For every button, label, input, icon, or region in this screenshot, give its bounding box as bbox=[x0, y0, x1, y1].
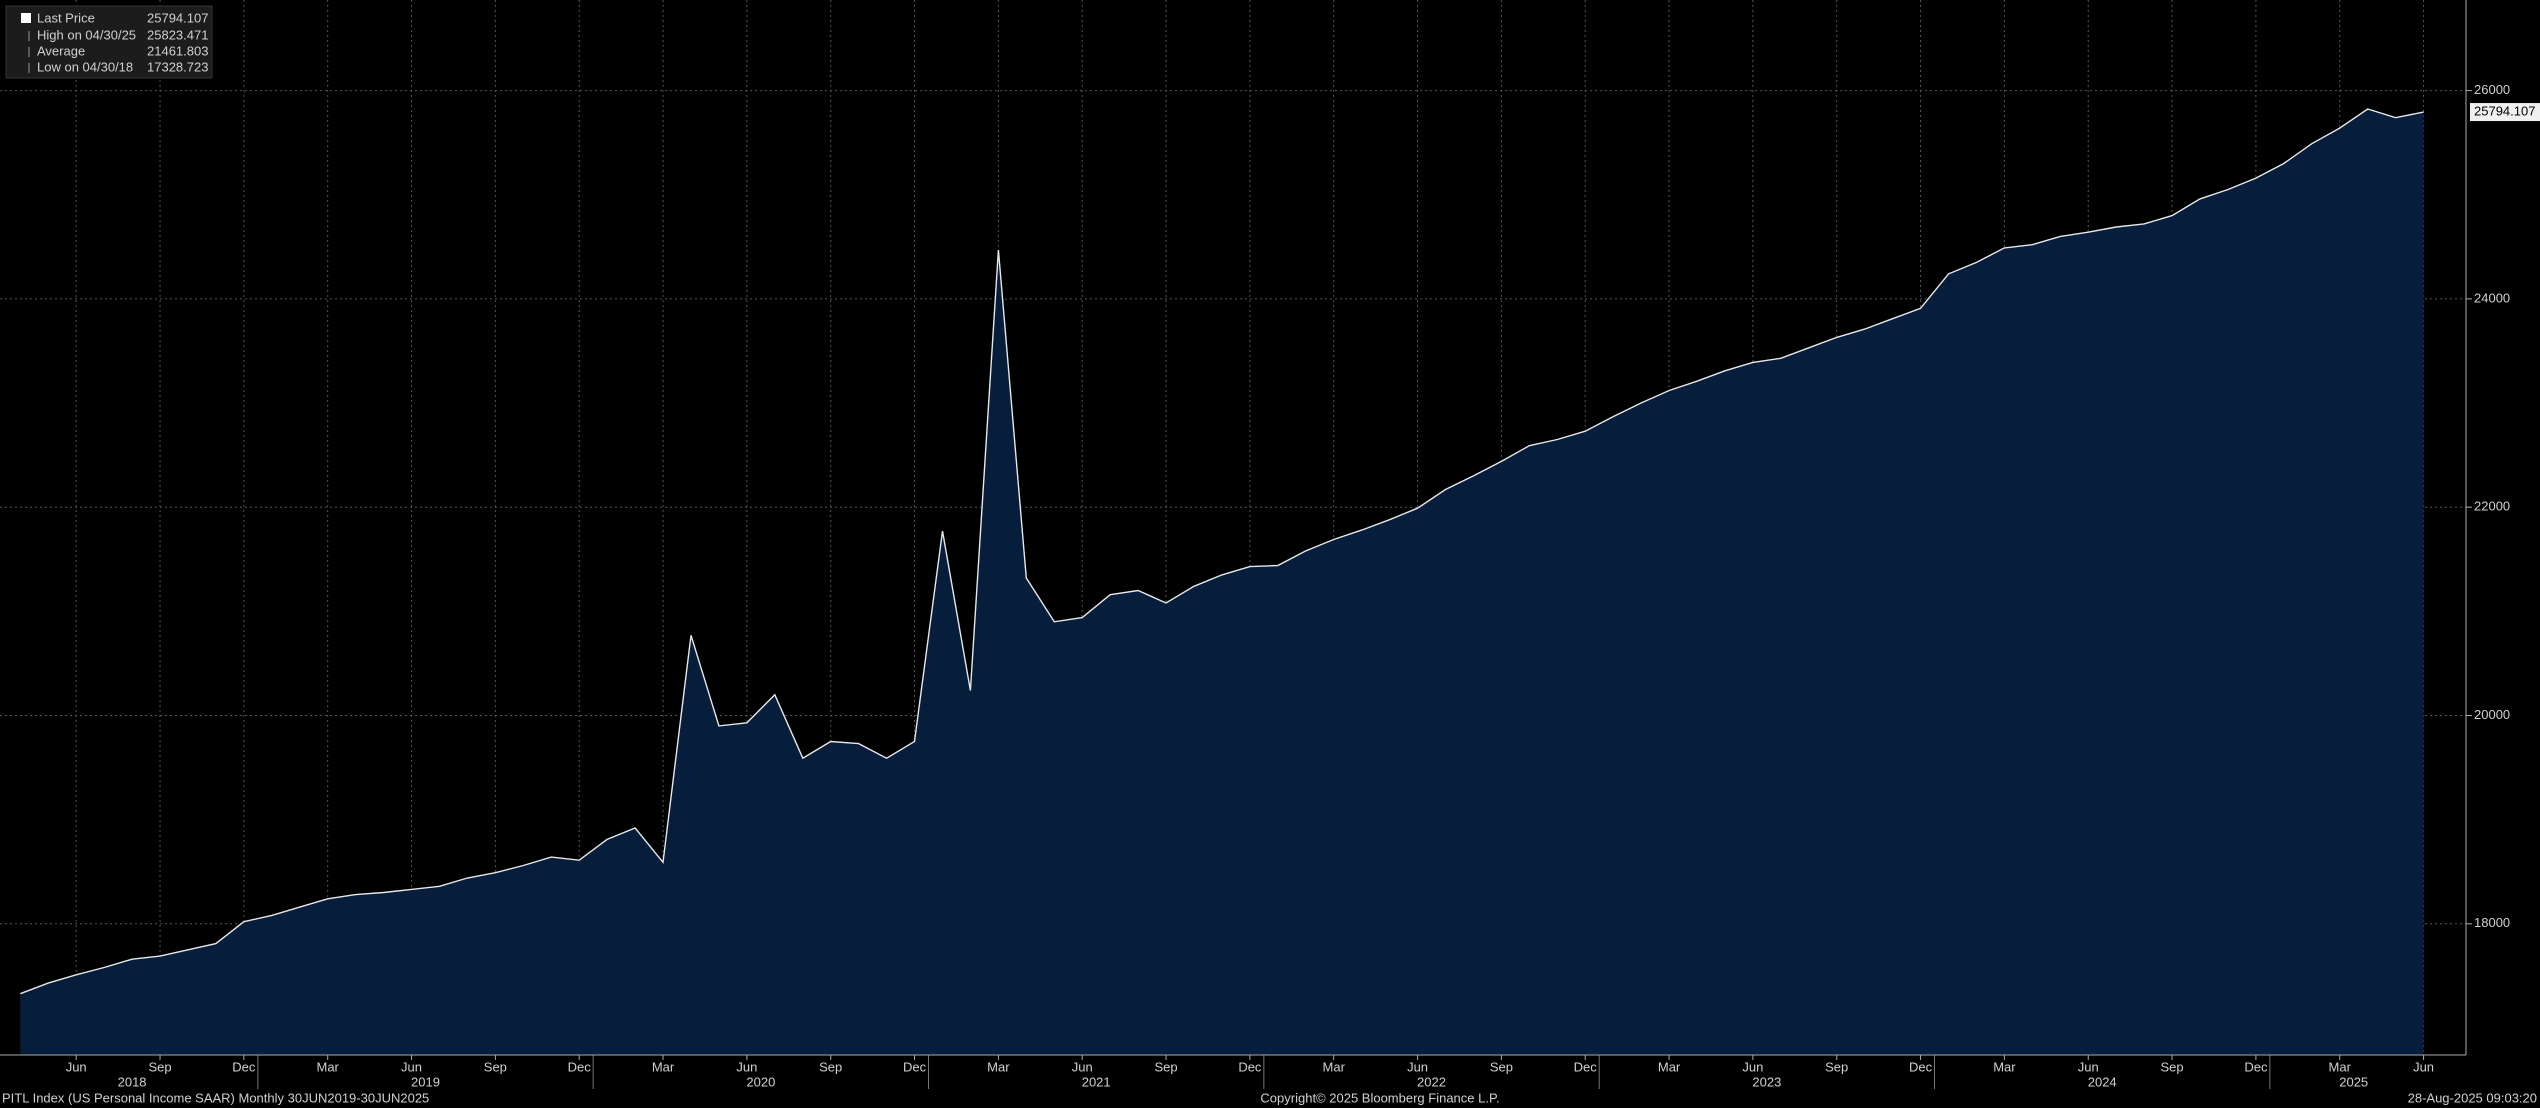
x-tick-label: Mar bbox=[1993, 1059, 2016, 1074]
x-tick-label: Jun bbox=[2413, 1059, 2434, 1074]
legend-value: 25823.471 bbox=[147, 27, 208, 42]
x-tick-label: Sep bbox=[1825, 1059, 1848, 1074]
legend-label: Last Price bbox=[37, 10, 95, 25]
x-tick-label: Jun bbox=[736, 1059, 757, 1074]
legend-label: Low on 04/30/18 bbox=[37, 59, 133, 74]
x-tick-label: Mar bbox=[987, 1059, 1010, 1074]
x-tick-label: Jun bbox=[401, 1059, 422, 1074]
x-tick-label: Dec bbox=[2244, 1059, 2268, 1074]
x-tick-label: Dec bbox=[1574, 1059, 1598, 1074]
x-tick-label: Sep bbox=[2160, 1059, 2183, 1074]
legend-value: 17328.723 bbox=[147, 59, 208, 74]
x-tick-label: Mar bbox=[1323, 1059, 1346, 1074]
x-tick-label: Dec bbox=[1238, 1059, 1262, 1074]
x-tick-label: Sep bbox=[484, 1059, 507, 1074]
footer-right: 28-Aug-2025 09:03:20 bbox=[2408, 1090, 2537, 1105]
y-tick-label: 26000 bbox=[2474, 82, 2510, 97]
legend-value: 21461.803 bbox=[147, 43, 208, 58]
year-label: 2021 bbox=[1082, 1074, 1111, 1089]
legend-box bbox=[5, 5, 213, 79]
x-tick-label: Jun bbox=[1742, 1059, 1763, 1074]
x-tick-label: Sep bbox=[1154, 1059, 1177, 1074]
year-label: 2018 bbox=[118, 1074, 147, 1089]
x-tick-label: Dec bbox=[903, 1059, 927, 1074]
x-tick-label: Sep bbox=[819, 1059, 842, 1074]
x-tick-label: Jun bbox=[1407, 1059, 1428, 1074]
year-label: 2024 bbox=[2088, 1074, 2117, 1089]
x-tick-label: Dec bbox=[568, 1059, 592, 1074]
y-tick-label: 22000 bbox=[2474, 499, 2510, 514]
x-tick-label: Sep bbox=[148, 1059, 171, 1074]
year-label: 2023 bbox=[1752, 1074, 1781, 1089]
last-price-label: 25794.107 bbox=[2474, 103, 2535, 118]
year-label: 2020 bbox=[746, 1074, 775, 1089]
x-tick-label: Jun bbox=[2078, 1059, 2099, 1074]
year-label: 2025 bbox=[2339, 1074, 2368, 1089]
x-tick-label: Mar bbox=[2329, 1059, 2352, 1074]
legend: Last Price 25794.107 High on 04/30/25 25823… bbox=[5, 5, 213, 79]
year-label: 2022 bbox=[1417, 1074, 1446, 1089]
year-label: 2019 bbox=[411, 1074, 440, 1089]
last-price-tag bbox=[2470, 103, 2540, 122]
x-tick-label: Dec bbox=[1909, 1059, 1933, 1074]
y-tick-label: 24000 bbox=[2474, 290, 2510, 305]
x-tick-label: Mar bbox=[652, 1059, 675, 1074]
legend-swatch bbox=[21, 13, 31, 23]
x-tick-label: Jun bbox=[1072, 1059, 1093, 1074]
y-tick-label: 18000 bbox=[2474, 915, 2510, 930]
legend-label: High on 04/30/25 bbox=[37, 27, 136, 42]
area bbox=[20, 109, 2424, 1055]
x-tick-label: Jun bbox=[66, 1059, 87, 1074]
legend-value: 25794.107 bbox=[147, 10, 208, 25]
legend-label: Average bbox=[37, 43, 85, 58]
x-tick-label: Dec bbox=[232, 1059, 256, 1074]
footer-center: Copyright© 2025 Bloomberg Finance L.P. bbox=[1260, 1090, 1499, 1105]
footer-left: PITL Index (US Personal Income SAAR) Mon… bbox=[2, 1090, 429, 1105]
y-tick-label: 20000 bbox=[2474, 707, 2510, 722]
line bbox=[20, 108, 2424, 995]
x-tick-label: Sep bbox=[1490, 1059, 1513, 1074]
x-tick-label: Mar bbox=[316, 1059, 339, 1074]
x-tick-label: Mar bbox=[1658, 1059, 1681, 1074]
